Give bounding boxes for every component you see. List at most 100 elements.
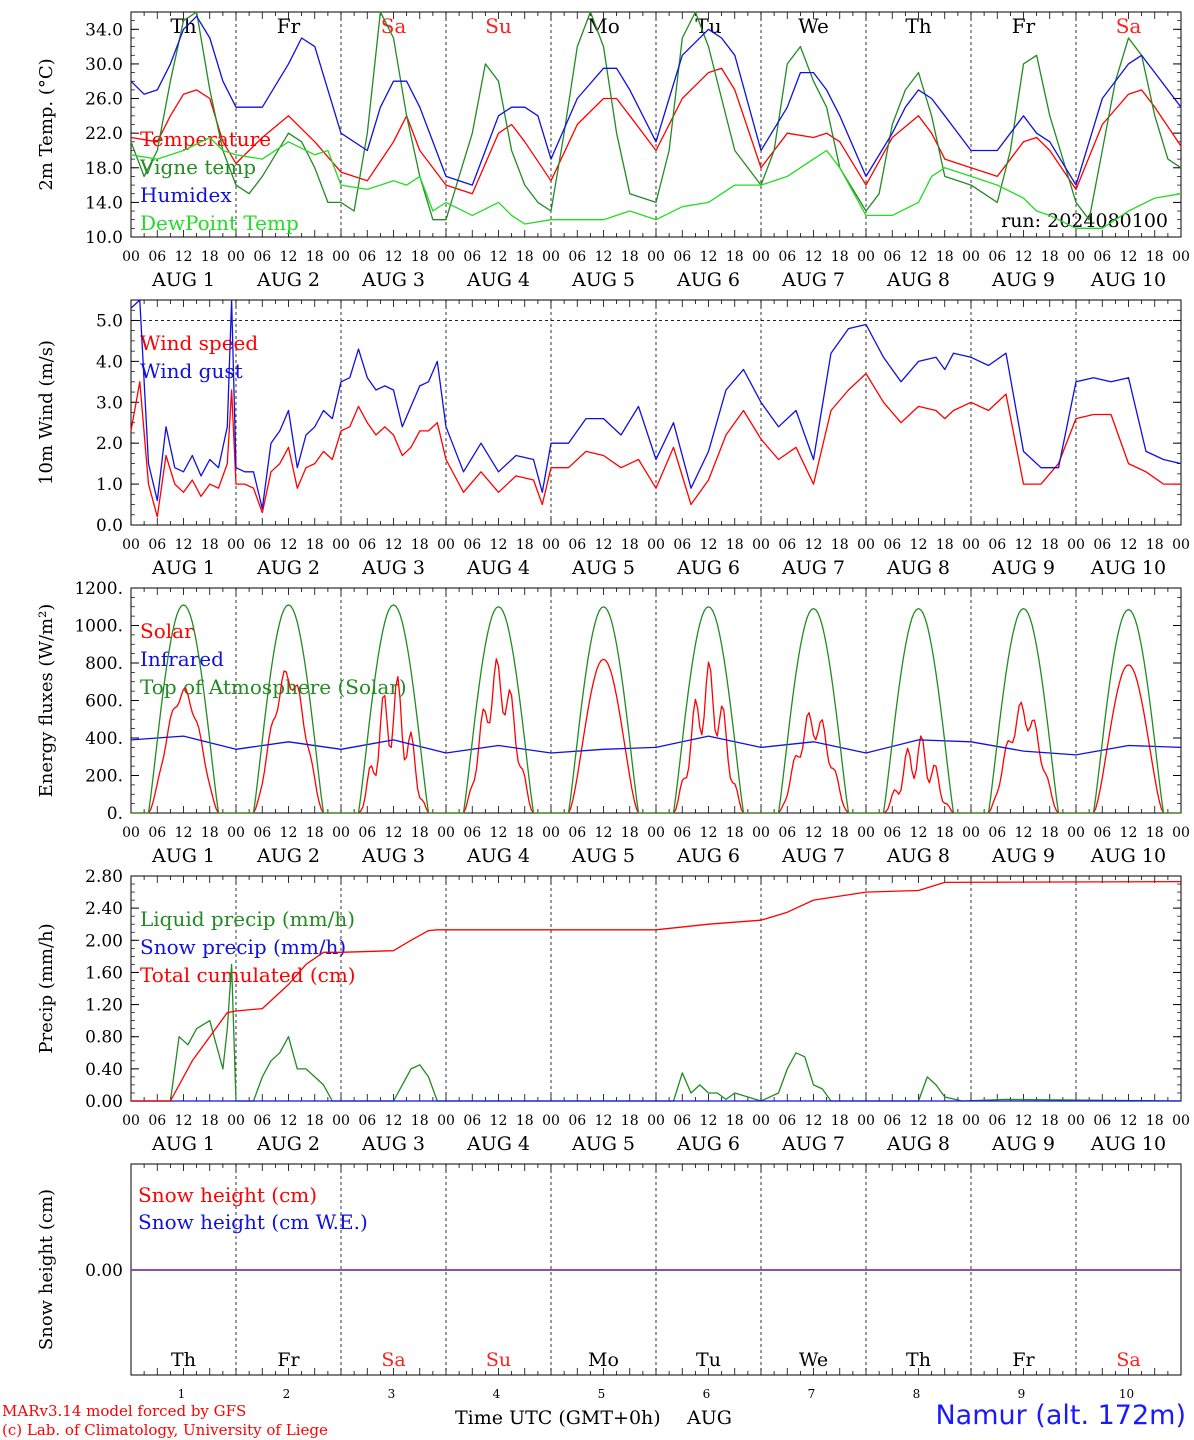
date-label: AUG 9 [991, 1133, 1055, 1155]
y-tick-label: 1.60 [85, 963, 123, 983]
y-tick-label: 0.80 [85, 1028, 123, 1048]
y-tick-label: 200. [85, 767, 123, 787]
hour-tick-label: 18 [621, 1113, 639, 1129]
day-number-label: 6 [703, 1387, 711, 1401]
hour-tick-label: 06 [988, 537, 1006, 553]
hour-tick-label: 06 [883, 1113, 901, 1129]
hour-tick-label: 12 [280, 537, 298, 553]
y-tick-label: 34.0 [85, 20, 123, 40]
hour-tick-label: 06 [568, 825, 586, 841]
date-label: AUG 4 [466, 845, 530, 867]
y-tick-label: 1200. [74, 579, 123, 599]
hour-tick-label: 06 [1093, 249, 1111, 265]
hour-tick-label: 18 [831, 1113, 849, 1129]
y-tick-label: 0. [107, 804, 123, 824]
date-label: AUG 2 [256, 1133, 320, 1155]
hour-tick-label: 18 [831, 249, 849, 265]
hour-tick-label: 12 [805, 537, 823, 553]
legend-item: Wind gust [140, 359, 243, 383]
legend-item: Humidex [140, 183, 232, 207]
date-label: AUG 5 [571, 845, 635, 867]
hour-tick-label: 00 [962, 249, 980, 265]
y-tick-label: 800. [85, 654, 123, 674]
date-label: AUG 2 [256, 845, 320, 867]
date-label: AUG 5 [571, 1133, 635, 1155]
weekday-label: We [799, 1349, 828, 1371]
date-label: AUG 6 [676, 557, 740, 579]
y-tick-label: 26.0 [85, 90, 123, 110]
day-number-label: 9 [1018, 1387, 1026, 1401]
y-tick-label: 22.0 [85, 124, 123, 144]
hour-tick-label: 06 [463, 825, 481, 841]
hour-tick-label: 00 [1067, 249, 1085, 265]
hour-tick-label: 18 [936, 1113, 954, 1129]
y-tick-label: 0.00 [85, 1261, 123, 1281]
y-tick-label: 2.40 [85, 899, 123, 919]
weekday-label: Th [906, 1349, 931, 1371]
hour-tick-label: 00 [857, 825, 875, 841]
y-tick-label: 5.0 [96, 311, 123, 331]
hour-tick-label: 12 [385, 1113, 403, 1129]
hour-tick-label: 12 [1120, 1113, 1138, 1129]
hour-tick-label: 00 [542, 537, 560, 553]
legend-item: DewPoint Temp [140, 211, 299, 235]
date-label: AUG 9 [991, 557, 1055, 579]
hour-tick-label: 00 [437, 537, 455, 553]
hour-tick-label: 06 [463, 537, 481, 553]
hour-tick-label: 18 [516, 249, 534, 265]
weekday-label: Th [905, 14, 931, 38]
y-tick-label: 2.80 [85, 867, 123, 887]
snow-panel: 0.00 Snow height (cm) Snow height (cm) Snow… [36, 1163, 1182, 1429]
date-label: AUG 5 [571, 269, 635, 291]
weekday-label: Mo [588, 1349, 619, 1371]
hour-tick-label: 18 [516, 1113, 534, 1129]
hour-tick-label: 12 [595, 537, 613, 553]
hour-tick-label: 00 [857, 1113, 875, 1129]
hour-tick-label: 18 [1146, 249, 1164, 265]
date-label: AUG 1 [151, 845, 215, 867]
hour-tick-label: 18 [201, 825, 219, 841]
hour-tick-label: 00 [332, 537, 350, 553]
hour-tick-label: 00 [752, 249, 770, 265]
hour-tick-label: 18 [621, 537, 639, 553]
day-number-label: 8 [913, 1387, 921, 1401]
hour-tick-label: 06 [883, 537, 901, 553]
hour-tick-label: 06 [463, 1113, 481, 1129]
temperature-line [130, 67, 1182, 195]
hour-tick-label: 06 [463, 249, 481, 265]
hour-tick-label: 18 [1146, 537, 1164, 553]
wind-line [130, 372, 1181, 518]
date-label: AUG 5 [571, 557, 635, 579]
y-axis-title: Snow height (cm) [36, 1189, 57, 1350]
date-label: AUG 7 [781, 557, 845, 579]
x-axis-month: AUG [686, 1407, 732, 1429]
weekday-label: Tu [695, 14, 721, 38]
hour-tick-label: 12 [1015, 537, 1033, 553]
hour-tick-label: 06 [358, 249, 376, 265]
day-number-label: 7 [808, 1387, 816, 1401]
hour-tick-label: 06 [358, 537, 376, 553]
date-label: AUG 10 [1090, 557, 1166, 579]
legend-item: Snow height (cm) [138, 1183, 317, 1207]
hour-tick-label: 18 [936, 825, 954, 841]
hour-tick-label: 00 [962, 1113, 980, 1129]
date-label: AUG 6 [676, 845, 740, 867]
legend-item: Liquid precip (mm/h) [140, 907, 355, 931]
hour-tick-label: 00 [122, 249, 140, 265]
hour-tick-label: 06 [883, 825, 901, 841]
hour-tick-label: 12 [595, 1113, 613, 1129]
hour-tick-label: 18 [516, 537, 534, 553]
hour-tick-label: 06 [673, 825, 691, 841]
hour-tick-label: 12 [385, 825, 403, 841]
hour-tick-label: 12 [1015, 825, 1033, 841]
energy-solar-line [131, 658, 1181, 814]
temperature-line [130, 136, 1182, 229]
hour-tick-label: 18 [1041, 825, 1059, 841]
legend-item: Wind speed [140, 331, 258, 355]
hour-tick-label: 12 [280, 825, 298, 841]
hour-tick-label: 06 [568, 537, 586, 553]
hour-tick-label: 00 [1067, 537, 1085, 553]
weekday-label: We [798, 14, 829, 38]
hour-tick-label: 12 [175, 249, 193, 265]
hour-tick-label: 12 [805, 249, 823, 265]
